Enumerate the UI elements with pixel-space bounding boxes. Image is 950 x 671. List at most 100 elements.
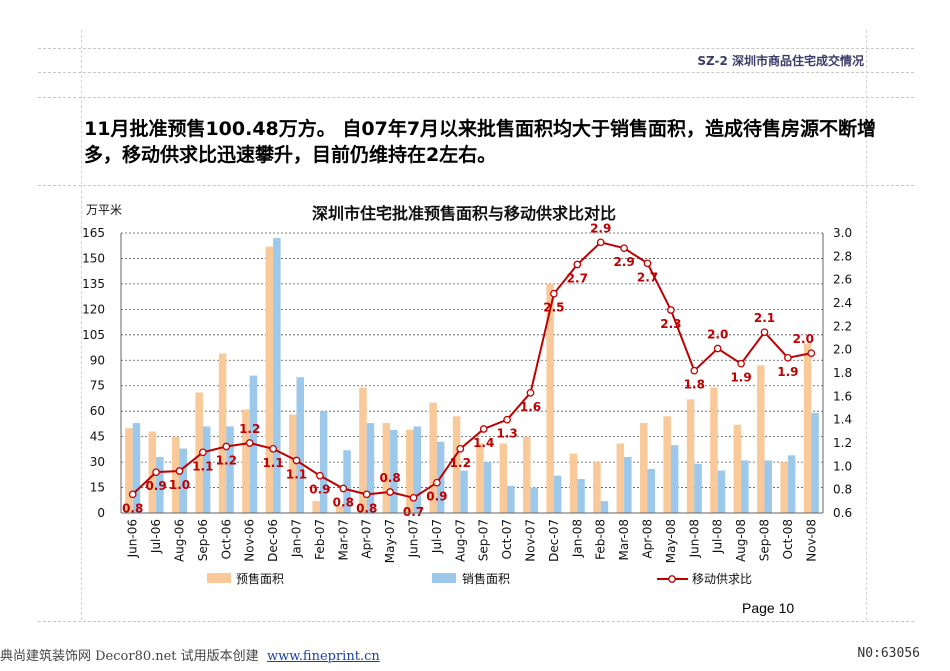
x-tick-label: Jul-06: [149, 519, 163, 554]
ratio-data-label: 2.5: [543, 301, 564, 315]
footer-id: N0:63056: [857, 646, 920, 661]
ratio-data-label: 1.4: [473, 436, 494, 450]
ratio-data-label: 1.8: [684, 378, 705, 392]
legend-swatch-sales: [432, 573, 456, 583]
ratio-point: [550, 289, 558, 298]
x-tick-label: Sep-07: [477, 519, 491, 561]
ratio-point: [479, 425, 488, 433]
legend: 预售面积 销售面积 移动供求比: [207, 571, 752, 586]
x-tick-label: Jun-08: [687, 519, 701, 558]
x-tick-label: May-08: [664, 519, 678, 563]
bar-sales: [179, 448, 187, 513]
ratio-point: [128, 490, 137, 499]
bar-presale: [218, 353, 227, 513]
footer-link[interactable]: www.fineprint.cn: [266, 649, 380, 664]
ratio-data-label: 1.1: [192, 459, 213, 473]
bar-sales: [390, 429, 398, 513]
bar-presale: [265, 246, 274, 514]
y-tick-label-right: 3.0: [833, 226, 852, 240]
legend-swatch-presale: [207, 573, 231, 583]
ratio-point: [152, 468, 160, 477]
y-tick-label-right: 2.2: [833, 319, 852, 333]
bar-presale: [546, 283, 554, 513]
x-tick-label: Oct-06: [219, 519, 233, 559]
bar-sales: [483, 462, 492, 513]
x-tick-label: Sep-06: [196, 519, 210, 561]
bar-presale: [406, 429, 414, 513]
ratio-data-label: 2.7: [567, 272, 588, 286]
y-tick-label-left: 120: [82, 302, 105, 316]
y-tick-label-left: 15: [90, 481, 105, 495]
bar-sales: [741, 460, 749, 513]
bar-sales: [647, 468, 655, 513]
bar-sales: [296, 377, 304, 513]
bar-presale: [733, 424, 742, 513]
ratio-data-label: 0.8: [333, 496, 354, 510]
bar-presale: [429, 402, 437, 513]
ratio-point: [433, 478, 441, 487]
ratio-point: [386, 488, 394, 496]
y-tick-label-right: 1.6: [833, 389, 852, 403]
ratio-point: [667, 306, 675, 314]
x-tick-label: Aug-08: [734, 519, 748, 562]
bar-sales: [507, 485, 515, 513]
x-tick-label: Oct-07: [500, 519, 514, 559]
axes: 0 15 30 45 60 75 90 105 120 135 150 165 0.6 0.8 1.0 1.2…: [82, 226, 852, 563]
x-tick-label: Apr-08: [641, 519, 655, 559]
headline: 11月批准预售100.48万方。 自07年7月以来批售面积均大于销售面积，造成待…: [84, 118, 877, 166]
ratio-point: [409, 493, 418, 502]
bar-presale: [476, 443, 484, 513]
guide-line: [81, 30, 82, 620]
y-tick-label-right: 2.4: [833, 296, 852, 310]
x-tick-label: Aug-06: [173, 519, 187, 562]
ratio-line-path: [132, 241, 812, 499]
ratio-point: [526, 388, 535, 397]
ratio-data-label: 2.0: [707, 328, 728, 342]
bar-presale: [172, 436, 180, 513]
bar-presale: [686, 399, 695, 513]
y-tick-label-left: 150: [82, 251, 105, 265]
y-tick-label-left: 45: [90, 430, 105, 444]
bar-sales: [202, 426, 211, 513]
y-tick-label-right: 1.4: [833, 413, 852, 427]
guide-line: [38, 621, 914, 622]
ratio-point: [339, 484, 348, 493]
guide-line: [38, 97, 914, 98]
ratio-data-label: 0.8: [122, 501, 143, 515]
section-title: SZ-2 深圳市商品住宅成交情况: [697, 54, 864, 68]
ratio-point: [620, 244, 628, 253]
x-tick-label: Nov-06: [243, 519, 257, 562]
guide-line: [38, 48, 914, 49]
bar-sales: [717, 470, 726, 513]
x-tick-label: Dec-07: [547, 519, 561, 562]
x-tick-label: Feb-08: [594, 519, 608, 560]
ratio-point: [175, 467, 184, 475]
bar-sales: [553, 475, 562, 513]
bar-sales: [670, 445, 679, 513]
bar-presale: [125, 428, 133, 513]
ratio-data-label: 1.9: [777, 365, 798, 379]
bar-sales: [600, 501, 609, 513]
bar-presale: [803, 343, 812, 513]
ratio-data-label: 1.3: [496, 427, 517, 441]
legend-label-ratio: 移动供求比: [692, 572, 752, 586]
bar-sales: [413, 426, 421, 513]
legend-label-presale: 预售面积: [236, 571, 284, 586]
chart-title: 深圳市住宅批准预售面积与移动供求比对比: [312, 204, 616, 223]
ratio-point: [760, 328, 769, 337]
x-tick-label: Mar-07: [336, 519, 350, 560]
ratio-point: [643, 259, 652, 268]
ratio-data-label: 0.7: [403, 505, 424, 519]
x-tick-label: Oct-08: [781, 519, 795, 559]
footer-text: 典尚建筑装饰网 Decor80.net 试用版本创建: [0, 649, 259, 664]
bar-sales: [156, 457, 164, 513]
y-tick-label-left: 105: [82, 328, 105, 342]
ratio-data-label: 1.2: [450, 456, 471, 470]
y-tick-label-right: 2.6: [833, 273, 852, 287]
bar-presale: [710, 387, 718, 513]
ratio-point: [503, 415, 511, 424]
bar-presale: [780, 462, 788, 513]
x-tick-label: Feb-07: [313, 519, 327, 560]
ratio-data-label: 2.0: [793, 332, 814, 346]
